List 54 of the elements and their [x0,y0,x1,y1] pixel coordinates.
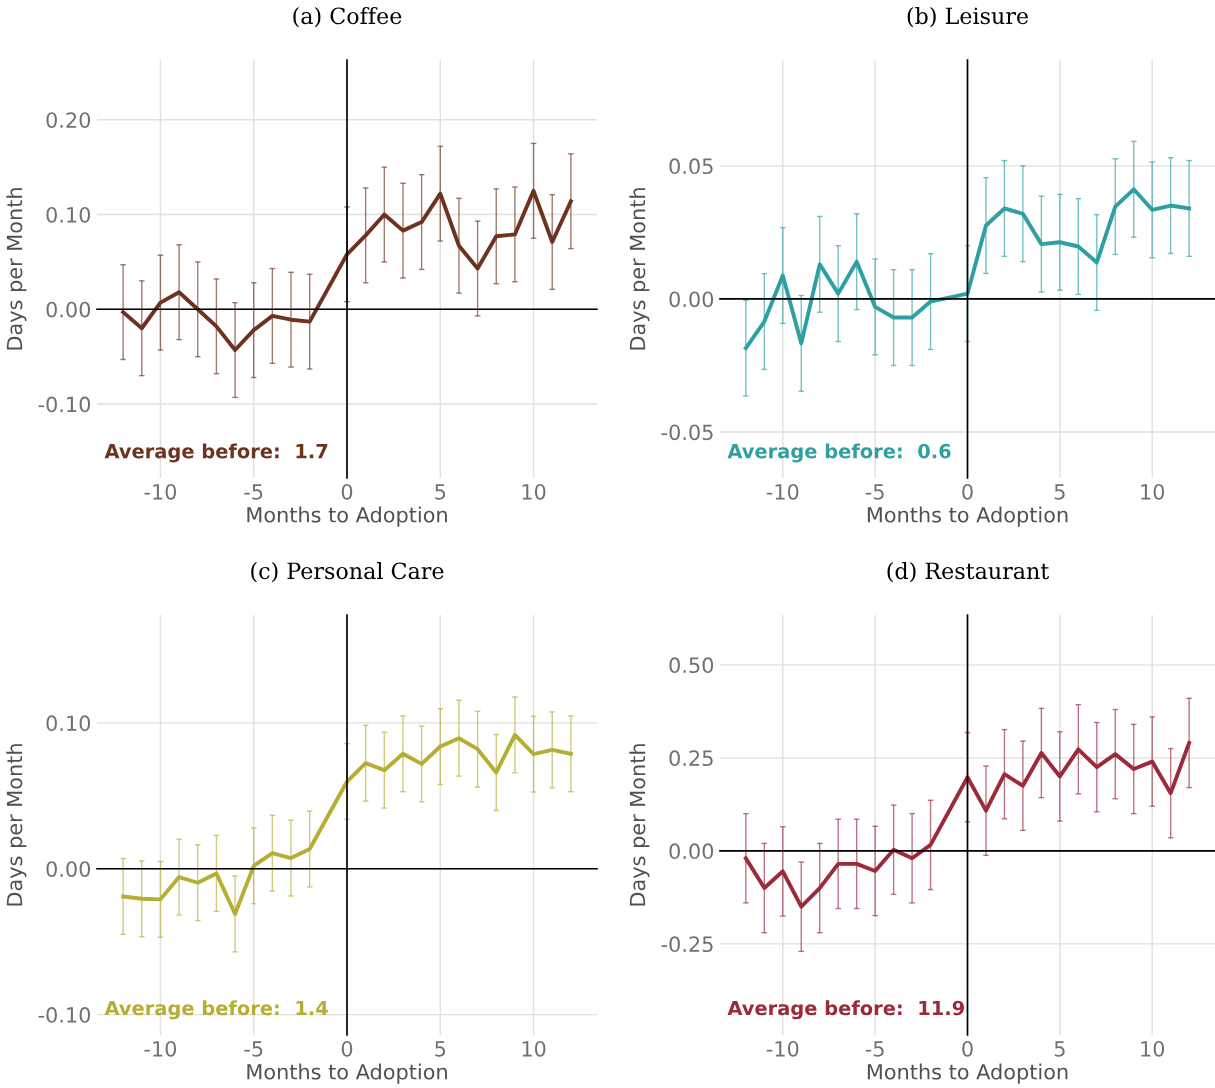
y-tick-label: 0.25 [669,750,713,767]
x-axis-title: Months to Adoption [247,506,447,527]
x-axis-title: Months to Adoption [867,506,1068,527]
x-axis-title: Months to Adoption [867,1063,1068,1084]
y-tick-label: 0.00 [669,843,714,860]
chart-title: (d) Restaurant [887,562,1050,583]
y-axis-title: Days per Month [6,188,27,350]
y-tick-label: -0.10 [38,396,91,413]
x-axis-title: Months to Adoption [247,1063,447,1084]
y-tick-label: -0.25 [661,936,713,953]
y-tick-label: 0.50 [669,657,714,674]
chart-title: (b) Leisure [907,7,1028,28]
x-tick-label: -5 [244,1041,263,1057]
y-tick-label: -0.05 [661,424,713,441]
line-series [743,741,1192,909]
annotation: Average before: 11.9 [727,1000,964,1020]
x-tick-label: -10 [766,1040,799,1057]
x-tick-label: -5 [244,484,263,500]
y-tick-label: 0.00 [46,301,91,318]
y-tick-label: 0.10 [46,206,91,223]
line-series [743,187,1192,351]
y-tick-label: -0.10 [38,1007,91,1023]
x-tick-label: -10 [144,1040,177,1057]
x-tick-label: 5 [435,484,446,500]
x-tick-label: 0 [341,483,353,500]
chart-title: (c) Personal Care [251,562,444,583]
x-tick-label: 10 [1141,483,1165,500]
x-tick-label: 0 [962,1040,973,1057]
y-tick-label: 0.00 [669,291,714,308]
x-tick-label: 10 [522,1040,546,1057]
x-tick-label: -10 [144,483,177,500]
y-tick-label: 0.05 [669,158,713,175]
annotation: Average before: 1.7 [104,443,328,463]
x-tick-label: 0 [341,1040,353,1057]
x-tick-label: 10 [522,483,546,500]
line-series [121,732,573,916]
x-tick-label: 5 [435,1041,446,1057]
x-tick-label: -5 [865,1041,884,1057]
x-tick-label: 5 [1054,1041,1065,1057]
chart-title: (a) Coffee [293,7,402,28]
y-axis-title: Days per Month [6,744,27,906]
y-tick-label: 0.10 [46,715,91,732]
y-axis-title: Days per Month [629,744,650,906]
x-tick-label: 0 [962,483,973,500]
x-tick-label: -5 [865,484,884,500]
y-tick-label: 0.20 [46,112,91,128]
annotation: Average before: 1.4 [104,1000,328,1020]
x-tick-label: 5 [1054,484,1065,500]
x-tick-label: -10 [766,483,799,500]
y-axis-title: Days per Month [629,188,650,350]
line-series [121,188,573,352]
x-tick-label: 10 [1141,1040,1165,1057]
y-tick-label: 0.00 [46,861,91,877]
annotation: Average before: 0.6 [727,443,951,463]
